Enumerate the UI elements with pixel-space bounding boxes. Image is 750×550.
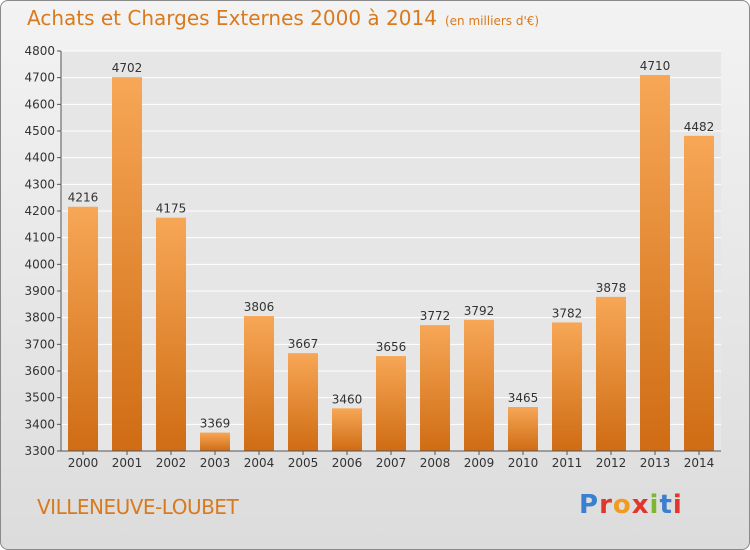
brand-letter: P xyxy=(579,490,600,520)
bars xyxy=(68,75,714,452)
value-label: 4710 xyxy=(640,59,671,73)
value-label: 4175 xyxy=(156,202,187,216)
x-tick-label: 2008 xyxy=(420,456,451,470)
value-label: 3772 xyxy=(420,309,451,323)
y-tick-label: 3400 xyxy=(24,417,55,431)
bar-2007[interactable] xyxy=(376,356,406,451)
y-tick-label: 3500 xyxy=(24,391,55,405)
value-label: 3878 xyxy=(596,281,627,295)
y-tick-label: 4800 xyxy=(24,44,55,58)
x-tick-label: 2005 xyxy=(288,456,319,470)
chart-title-text: Achats et Charges Externes 2000 à 2014 xyxy=(27,6,437,30)
axes xyxy=(57,50,721,455)
bar-2012[interactable] xyxy=(596,296,626,451)
y-tick-label: 4700 xyxy=(24,71,55,85)
x-tick-label: 2003 xyxy=(200,456,231,470)
x-tick-label: 2002 xyxy=(156,456,187,470)
value-label: 3369 xyxy=(200,417,231,431)
y-tick-label: 4200 xyxy=(24,204,55,218)
proxiti-logo[interactable]: Proxiti xyxy=(579,490,683,520)
brand-letter: o xyxy=(612,490,632,520)
bar-2008[interactable] xyxy=(420,325,450,451)
brand-letter: i xyxy=(649,490,660,520)
value-label: 3667 xyxy=(288,337,319,351)
brand-letter: r xyxy=(599,490,613,520)
y-tick-label: 4600 xyxy=(24,97,55,111)
x-tick-label: 2013 xyxy=(640,456,671,470)
brand-letter: i xyxy=(672,490,683,520)
x-tick-label: 2001 xyxy=(112,456,143,470)
chart-subtitle: (en milliers d'€) xyxy=(444,14,540,28)
x-tick-label: 2000 xyxy=(68,456,99,470)
x-tick-label: 2011 xyxy=(552,456,583,470)
brand-letter: x xyxy=(631,490,650,520)
bar-2002[interactable] xyxy=(156,217,186,451)
x-tick-label: 2004 xyxy=(244,456,275,470)
y-tick-label: 4100 xyxy=(24,231,55,245)
value-label: 4216 xyxy=(68,191,99,205)
bar-2014[interactable] xyxy=(684,135,714,452)
bar-2003[interactable] xyxy=(200,432,230,451)
y-tick-label: 3800 xyxy=(24,311,55,325)
value-label: 4482 xyxy=(684,120,715,134)
bar-2004[interactable] xyxy=(244,316,274,451)
value-label: 3782 xyxy=(552,306,583,320)
labels: 3300 3400 3500 3600 3700 3800 3900 4000 4100 4200… xyxy=(24,44,714,470)
x-tick-label: 2014 xyxy=(684,456,715,470)
x-tick-label: 2010 xyxy=(508,456,539,470)
y-tick-label: 4500 xyxy=(24,124,55,138)
y-tick-label: 3300 xyxy=(24,444,55,458)
y-tick-label: 4300 xyxy=(24,177,55,191)
value-label: 3792 xyxy=(464,304,495,318)
value-label: 3656 xyxy=(376,340,407,354)
bar-2006[interactable] xyxy=(332,408,362,451)
bar-2010[interactable] xyxy=(508,407,538,451)
value-label: 3465 xyxy=(508,391,539,405)
value-label: 4702 xyxy=(112,61,143,75)
bar-2005[interactable] xyxy=(288,353,318,451)
x-tick-label: 2009 xyxy=(464,456,495,470)
y-tick-label: 3600 xyxy=(24,364,55,378)
bar-2001[interactable] xyxy=(112,77,142,451)
value-label: 3460 xyxy=(332,392,363,406)
bar-2000[interactable] xyxy=(68,206,98,451)
place-name: VILLENEUVE-LOUBET xyxy=(37,495,239,519)
value-label: 3806 xyxy=(244,300,275,314)
bar-2011[interactable] xyxy=(552,322,582,451)
y-tick-label: 4400 xyxy=(24,151,55,165)
x-tick-label: 2012 xyxy=(596,456,627,470)
brand-letter: t xyxy=(659,490,673,520)
chart-title: Achats et Charges Externes 2000 à 2014 (e… xyxy=(27,6,539,30)
y-tick-label: 4000 xyxy=(24,257,55,271)
x-tick-label: 2006 xyxy=(332,456,363,470)
bar-2013[interactable] xyxy=(640,75,670,451)
x-tick-label: 2007 xyxy=(376,456,407,470)
y-tick-label: 3700 xyxy=(24,337,55,351)
y-tick-label: 3900 xyxy=(24,284,55,298)
bar-2009[interactable] xyxy=(464,319,494,451)
